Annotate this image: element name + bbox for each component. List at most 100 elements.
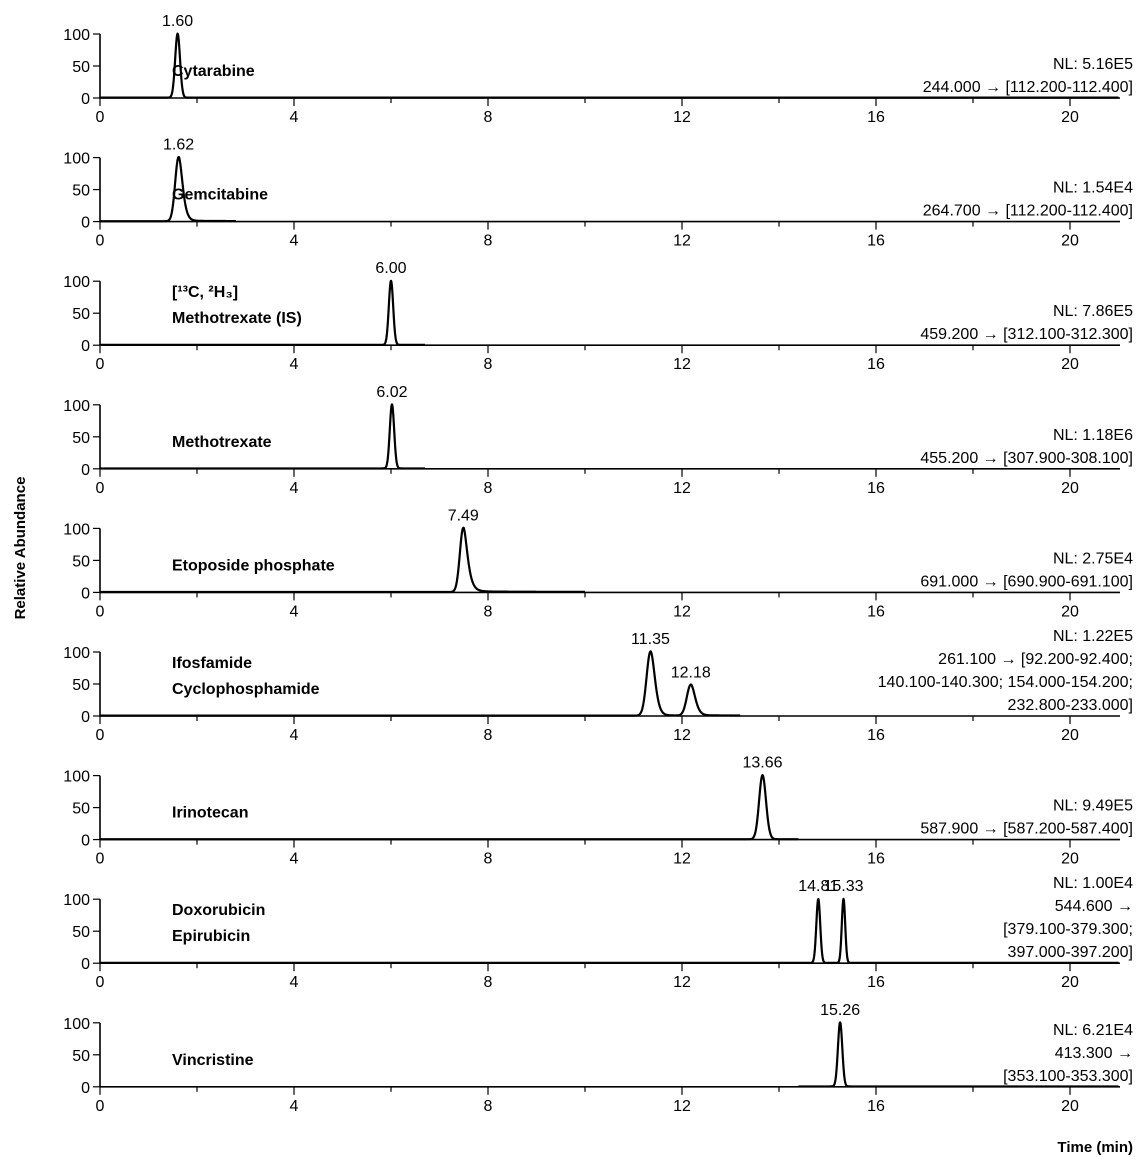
compound-name: Epirubicin (172, 928, 250, 945)
chromatogram-panels: 0 50 100 0 4 8 12 16 20 1.60 Cytarabine NL: 5.16E5 2… (63, 13, 1133, 1115)
compound-name: [¹³C, ²H₃] (172, 284, 238, 301)
y-tick-label: 50 (72, 677, 90, 694)
mrm-transition-label: 691.000 → [690.900-691.100] (920, 573, 1133, 590)
y-tick-label: 50 (72, 59, 90, 76)
x-tick-label: 8 (484, 974, 493, 991)
x-tick-label: 0 (96, 233, 105, 250)
mrm-transition-label: [379.100-379.300; (1003, 921, 1133, 938)
mrm-transition-label: 459.200 → [312.100-312.300] (920, 326, 1133, 343)
compound-name: Doxorubicin (172, 902, 265, 919)
y-tick-label: 100 (63, 1016, 90, 1033)
mrm-transition-label: 455.200 → [307.900-308.100] (920, 450, 1133, 467)
x-tick-label: 20 (1061, 603, 1079, 620)
compound-name: Etoposide phosphate (172, 557, 335, 574)
peak-label: 1.60 (162, 13, 193, 30)
x-tick-label: 12 (673, 356, 691, 373)
x-tick-label: 20 (1061, 1098, 1079, 1115)
x-tick-label: 8 (484, 1098, 493, 1115)
x-tick-label: 16 (867, 480, 885, 497)
y-tick-label: 50 (72, 430, 90, 447)
y-tick-label: 100 (63, 769, 90, 786)
x-tick-label: 12 (673, 1098, 691, 1115)
x-tick-label: 20 (1061, 974, 1079, 991)
chromatogram-trace (99, 526, 586, 594)
x-tick-label: 20 (1061, 356, 1079, 373)
x-tick-label: 16 (867, 851, 885, 868)
peak-label: 6.00 (375, 260, 406, 277)
x-tick-label: 4 (290, 233, 299, 250)
peak-label: 11.35 (631, 631, 670, 648)
x-tick-label: 20 (1061, 109, 1079, 126)
normalization-level-label: NL: 1.22E5 (1053, 628, 1133, 645)
x-tick-label: 0 (96, 109, 105, 126)
normalization-level-label: NL: 5.16E5 (1053, 56, 1133, 73)
x-tick-label: 0 (96, 603, 105, 620)
compound-name: Ifosfamide (172, 655, 252, 672)
x-tick-label: 4 (290, 727, 299, 744)
normalization-level-label: NL: 2.75E4 (1053, 550, 1133, 567)
normalization-level-label: NL: 1.54E4 (1053, 180, 1133, 197)
x-tick-label: 4 (290, 356, 299, 373)
chromatogram-trace (99, 650, 742, 717)
y-tick-label: 0 (81, 1080, 90, 1097)
y-tick-label: 50 (72, 183, 90, 200)
y-tick-label: 100 (63, 151, 90, 168)
y-tick-label: 0 (81, 833, 90, 850)
mrm-transition-label: 544.600 → (1055, 898, 1133, 915)
y-tick-label: 100 (63, 274, 90, 291)
peak-label: 13.66 (742, 755, 782, 772)
y-tick-label: 50 (72, 553, 90, 570)
x-axis-title: Time (min) (1057, 1139, 1133, 1156)
normalization-level-label: NL: 7.86E5 (1053, 303, 1133, 320)
y-tick-label: 0 (81, 338, 90, 355)
compound-name: Methotrexate (172, 434, 272, 451)
y-tick-label: 100 (63, 398, 90, 415)
compound-name: Irinotecan (172, 805, 248, 822)
x-tick-label: 12 (673, 109, 691, 126)
normalization-level-label: NL: 1.18E6 (1053, 427, 1133, 444)
x-tick-label: 16 (867, 233, 885, 250)
mrm-transition-label: 587.900 → [587.200-587.400] (920, 821, 1133, 838)
x-tick-label: 12 (673, 603, 691, 620)
x-tick-label: 4 (290, 480, 299, 497)
y-tick-label: 100 (63, 645, 90, 662)
mrm-transition-label: 397.000-397.200] (1008, 944, 1133, 961)
chromatogram-panel: 0 50 100 0 4 8 12 16 20 1.62 Gemcitabine NL: 1.54E4… (63, 137, 1133, 250)
mrm-transition-label: 244.000 → [112.200-112.400] (923, 79, 1133, 96)
x-tick-label: 12 (673, 480, 691, 497)
normalization-level-label: NL: 1.00E4 (1053, 875, 1133, 892)
y-tick-label: 50 (72, 306, 90, 323)
y-tick-label: 0 (81, 215, 90, 232)
x-tick-label: 0 (96, 1098, 105, 1115)
normalization-level-label: NL: 9.49E5 (1053, 798, 1133, 815)
x-tick-label: 4 (290, 109, 299, 126)
peak-label: 15.26 (820, 1002, 860, 1019)
y-tick-label: 100 (63, 521, 90, 538)
chromatogram-trace (99, 897, 1120, 964)
peak-label: 7.49 (448, 507, 479, 524)
x-tick-label: 16 (867, 356, 885, 373)
x-tick-label: 0 (96, 974, 105, 991)
x-tick-label: 4 (290, 974, 299, 991)
peak-label: 6.02 (376, 384, 407, 401)
x-tick-label: 0 (96, 851, 105, 868)
chromatogram-trace (98, 155, 237, 223)
chromatogram-trace (99, 774, 800, 841)
mrm-transition-label: [353.100-353.300] (1003, 1068, 1133, 1085)
x-tick-label: 8 (484, 109, 493, 126)
x-tick-label: 16 (867, 974, 885, 991)
peak-label: 1.62 (163, 137, 194, 154)
compound-name: Methotrexate (IS) (172, 310, 302, 327)
mrm-transition-label: 232.800-233.000] (1008, 697, 1133, 714)
x-tick-label: 12 (673, 974, 691, 991)
x-tick-label: 16 (867, 603, 885, 620)
x-tick-label: 12 (673, 233, 691, 250)
mrm-transition-label: 261.100 → [92.200-92.400; (938, 651, 1133, 668)
x-tick-label: 20 (1061, 727, 1079, 744)
y-tick-label: 50 (72, 801, 90, 818)
y-tick-label: 0 (81, 91, 90, 108)
chromatogram-trace (99, 32, 1120, 99)
x-tick-label: 12 (673, 851, 691, 868)
